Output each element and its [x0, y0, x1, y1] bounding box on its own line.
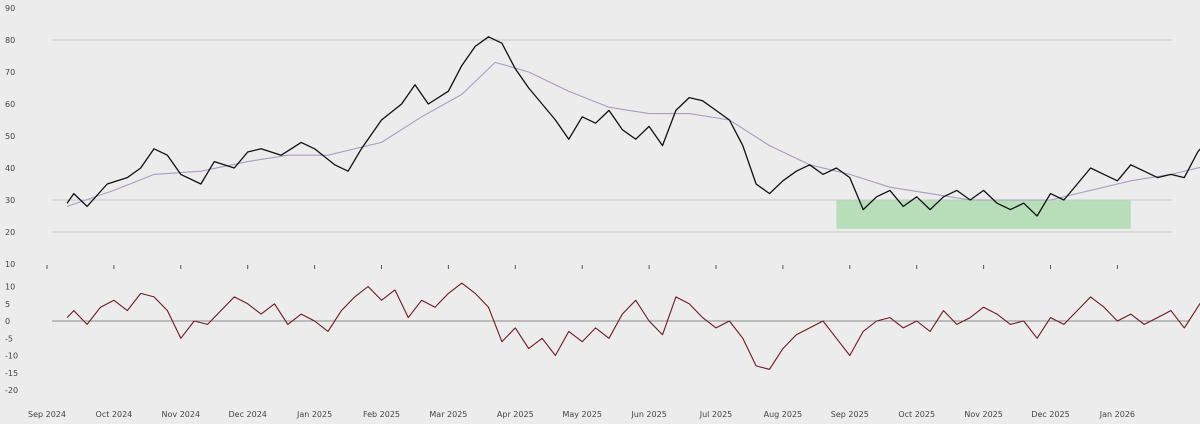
x-tick-label-3: Dec 2024	[229, 410, 267, 419]
osc-y-tick-label-0: 0	[5, 317, 10, 326]
oscillator-panel: 10 5 0 -5 -10 -15 -20	[5, 282, 1200, 395]
y-tick-label-50: 50	[5, 132, 15, 141]
x-tick-label-2: Nov 2024	[162, 410, 201, 419]
series-line-price	[66, 36, 1200, 217]
y-tick-label-20: 20	[5, 228, 15, 237]
series-line-moving-average	[66, 61, 1200, 207]
x-tick-label-1: Oct 2024	[96, 410, 133, 419]
x-tick-label-9: Jun 2025	[630, 410, 666, 419]
x-tick-label-8: May 2025	[562, 410, 601, 419]
shaded-region-1	[836, 200, 1131, 229]
x-tick-label-16: Jan 2026	[1099, 410, 1135, 419]
y-tick-label-10: 10	[5, 260, 15, 269]
y-tick-label-40: 40	[5, 164, 15, 173]
osc-y-tick-label--15: -15	[5, 369, 18, 378]
x-tick-label-11: Aug 2025	[764, 410, 803, 419]
y-tick-label-90: 90	[5, 4, 15, 13]
x-axis: Sep 2024 Oct 2024 Nov 2024 Dec 2024 Jan 2025…	[28, 265, 1135, 419]
x-tick-label-4: Jan 2025	[296, 410, 332, 419]
osc-y-tick-label--5: -5	[5, 334, 13, 343]
osc-y-tick-label-10: 10	[5, 283, 15, 292]
x-tick-label-12: Sep 2025	[831, 410, 869, 419]
y-tick-label-80: 80	[5, 36, 15, 45]
price-panel: 10 20 30 40 50 60 70 80 90	[5, 4, 1200, 269]
y-tick-label-30: 30	[5, 196, 15, 205]
y-tick-label-70: 70	[5, 68, 15, 77]
osc-y-tick-label--20: -20	[5, 386, 18, 395]
series-line-oscillator	[66, 282, 1200, 370]
y-tick-label-60: 60	[5, 100, 15, 109]
x-tick-label-6: Mar 2025	[429, 410, 467, 419]
osc-y-tick-label-5: 5	[5, 300, 10, 309]
osc-y-tick-label--10: -10	[5, 352, 18, 361]
x-tick-label-7: Apr 2025	[497, 410, 534, 419]
x-tick-label-0: Sep 2024	[28, 410, 66, 419]
x-tick-label-15: Dec 2025	[1031, 410, 1069, 419]
x-tick-label-5: Feb 2025	[363, 410, 400, 419]
x-tick-label-13: Oct 2025	[898, 410, 935, 419]
x-tick-label-14: Nov 2025	[964, 410, 1003, 419]
x-tick-label-10: Jul 2025	[699, 410, 733, 419]
